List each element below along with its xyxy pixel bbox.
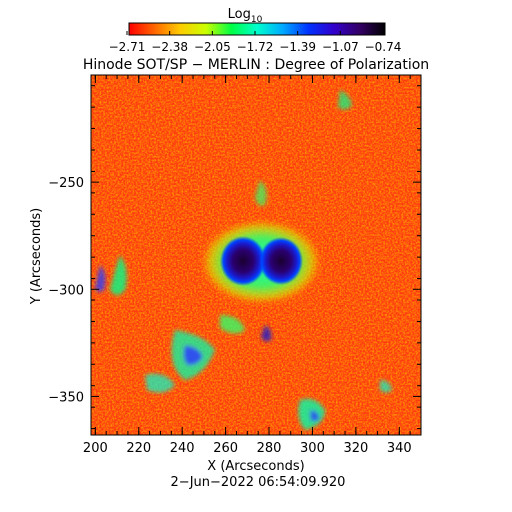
y-tick-label: −300 <box>48 283 84 298</box>
colorbar-tick-label: −1.39 <box>279 40 316 54</box>
x-tick-label: 200 <box>83 441 108 456</box>
y-axis-label: Y (Arcseconds) <box>29 208 44 305</box>
x-tick-label: 240 <box>170 441 195 456</box>
colorbar: Log10 −2.71 −2.38 −2.05 −1.72 −1.39 −1.07 −0.7… <box>109 7 402 54</box>
x-tick-label: 320 <box>343 441 368 456</box>
plot-frame <box>90 74 422 436</box>
colorbar-tick-label: −2.38 <box>151 40 188 54</box>
x-tick-label: 340 <box>387 441 412 456</box>
colorbar-title: Log10 <box>228 7 263 25</box>
y-axis: −250 −300 −350 <box>48 85 421 430</box>
x-tick-label: 280 <box>257 441 282 456</box>
sunspot-left <box>220 236 266 286</box>
x-tick-label: 300 <box>300 441 325 456</box>
figure-title: Hinode SOT/SP − MERLIN : Degree of Polar… <box>83 57 429 73</box>
colorbar-tick-label: −1.07 <box>322 40 359 54</box>
timestamp: 2−Jun−2022 06:54:09.920 <box>171 475 346 490</box>
map-network-patches <box>95 90 392 430</box>
polarization-map <box>90 74 422 436</box>
y-tick-label: −350 <box>48 390 84 405</box>
colorbar-tick-label: −0.74 <box>365 40 402 54</box>
x-axis: 200 220 240 260 280 300 320 340 <box>83 75 412 456</box>
sunspot-right <box>259 237 303 285</box>
colorbar-tick-label: −1.72 <box>237 40 274 54</box>
x-axis-label: X (Arcseconds) <box>207 459 304 474</box>
colorbar-scale <box>128 22 386 36</box>
x-tick-label: 260 <box>213 441 238 456</box>
colorbar-tick-label: −2.05 <box>194 40 231 54</box>
colorbar-tick-label: −2.71 <box>109 40 146 54</box>
y-tick-label: −250 <box>48 176 84 191</box>
colorbar-ticks: −2.71 −2.38 −2.05 −1.72 −1.39 −1.07 −0.74 <box>109 31 402 54</box>
x-tick-label: 220 <box>126 441 151 456</box>
